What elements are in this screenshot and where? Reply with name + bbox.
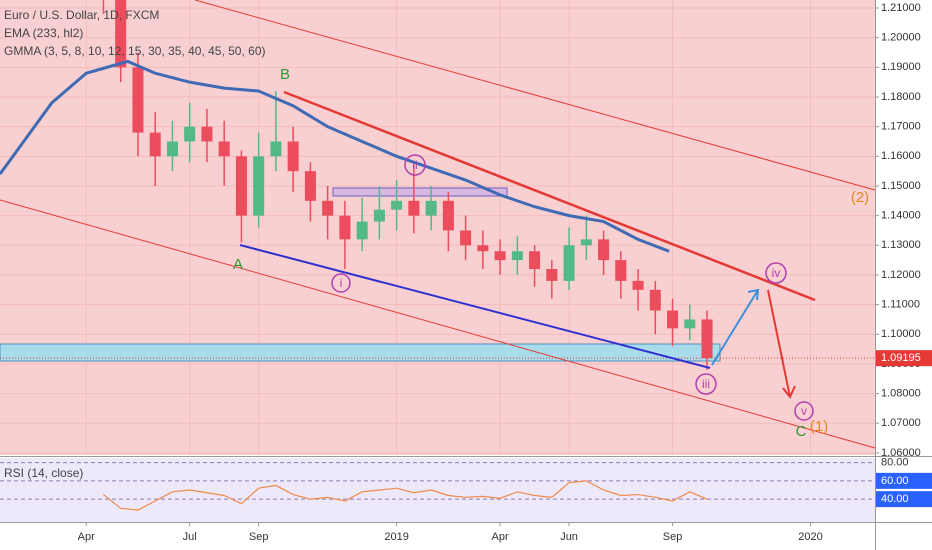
x-tick-label: Apr	[78, 531, 95, 543]
rsi-pane	[0, 458, 875, 522]
candle-body	[632, 280, 644, 290]
wave-circle	[765, 262, 787, 284]
y-tick-label: 1.15000	[881, 180, 921, 192]
last-price-badge	[876, 350, 932, 367]
wave-label: (1)	[810, 418, 828, 435]
y-tick-label: 1.10000	[881, 328, 921, 340]
y-tick-label: 1.13000	[881, 239, 921, 251]
y-tick-label: 1.08000	[881, 388, 921, 400]
candle-body	[270, 141, 282, 157]
rsi-title: RSI (14, close)	[4, 466, 83, 480]
rsi-tick-label: 40.00	[881, 493, 909, 505]
y-tick-label: 1.21000	[881, 2, 921, 14]
candle-body	[563, 245, 575, 281]
candle-body	[235, 156, 247, 216]
candle-body	[511, 251, 523, 261]
x-tick-label: Sep	[663, 531, 683, 543]
wave-circle	[404, 154, 426, 176]
wave-label: C	[796, 423, 807, 440]
candle-body	[218, 141, 230, 157]
candle-body	[598, 239, 610, 261]
candle-body	[615, 260, 627, 281]
candle-body	[580, 239, 592, 246]
candle-body	[253, 156, 265, 216]
rsi-line	[103, 480, 708, 511]
y-tick-label: 1.11000	[881, 299, 920, 311]
candle-body	[322, 200, 334, 216]
x-tick-label: 2019	[384, 531, 408, 543]
candle-body	[701, 319, 713, 359]
candle-body	[546, 269, 558, 281]
candle-body	[287, 141, 299, 172]
candle-body	[184, 126, 196, 142]
ema-line	[0, 59, 670, 253]
y-tick-label: 1.16000	[881, 150, 921, 162]
chart-title: Euro / U.S. Dollar, 1D, FXCM	[4, 8, 159, 22]
wave-label: A	[233, 256, 243, 273]
rsi-tick-badge	[876, 491, 932, 508]
wave-label: ii	[412, 158, 417, 172]
candle-body	[304, 171, 316, 201]
rsi-tick-label: 80.00	[881, 456, 909, 468]
y-tick-label: 1.20000	[881, 32, 921, 44]
y-tick-label: 1.17000	[881, 121, 921, 133]
price-pane	[0, 0, 875, 455]
rsi-tick-badge	[876, 472, 932, 489]
candle-body	[477, 245, 489, 252]
wave-label: iv	[772, 266, 781, 280]
y-tick-label: 1.19000	[881, 61, 921, 73]
x-tick-label: Jul	[183, 531, 197, 543]
candle-body	[684, 319, 696, 329]
y-tick-label: 1.07000	[881, 417, 921, 429]
x-tick-label: Sep	[249, 531, 269, 543]
indicator-label: GMMA (3, 5, 8, 10, 12, 15, 30, 35, 40, 4…	[4, 44, 266, 58]
rsi-tick-label: 60.00	[881, 475, 909, 487]
candle-body	[442, 200, 454, 231]
candle-body	[149, 132, 161, 157]
y-tick-label: 1.12000	[881, 269, 921, 281]
candle-body	[460, 230, 472, 246]
candle-body	[425, 200, 437, 216]
wave-circle	[794, 401, 814, 421]
upper-channel	[194, 0, 876, 191]
wave-label: (2)	[851, 189, 869, 206]
trend-support	[239, 244, 711, 369]
y-tick-label: 1.14000	[881, 210, 921, 222]
x-tick-label: Jun	[560, 531, 578, 543]
wave-label: v	[801, 404, 807, 418]
projection-up	[711, 288, 760, 366]
candle-body	[132, 67, 144, 133]
candle-body	[391, 200, 403, 210]
candle-body	[494, 251, 506, 261]
y-tick-label: 1.18000	[881, 91, 921, 103]
lower-channel	[0, 199, 876, 449]
candle-body	[529, 251, 541, 270]
resistance-box	[332, 187, 508, 197]
last-price-label: 1.09195	[881, 352, 921, 364]
wave-label: B	[280, 66, 290, 83]
candle-body	[408, 200, 420, 216]
projection-down	[767, 289, 796, 399]
candle-body	[166, 141, 178, 157]
y-tick-label: 1.06000	[881, 447, 921, 459]
x-tick-label: 2020	[798, 531, 822, 543]
wave-circle	[331, 273, 351, 293]
x-tick-label: Apr	[492, 531, 509, 543]
wave-label: i	[340, 276, 343, 290]
candle-body	[373, 209, 385, 222]
candle-body	[201, 126, 213, 142]
candle-body	[339, 215, 351, 240]
indicator-label: EMA (233, hl2)	[4, 26, 83, 40]
trend-resistance	[283, 90, 816, 302]
wave-label: iii	[702, 377, 710, 391]
candle-body	[649, 289, 661, 311]
candle-body	[667, 310, 679, 329]
candle-body	[115, 0, 127, 68]
wave-circle	[695, 373, 717, 395]
candle-body	[356, 221, 368, 240]
